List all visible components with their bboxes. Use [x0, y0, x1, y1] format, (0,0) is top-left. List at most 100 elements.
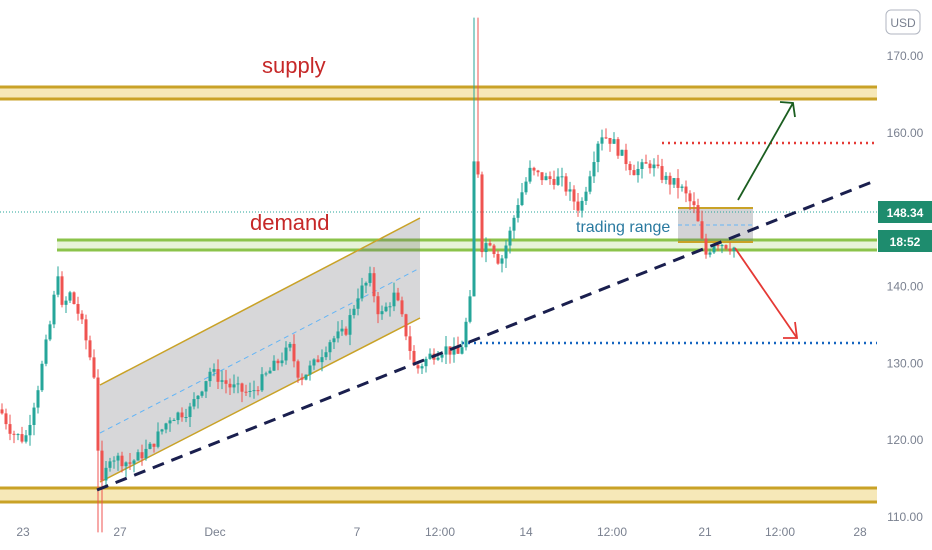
- candle-up: [248, 390, 252, 392]
- currency-button[interactable]: [885, 9, 921, 35]
- trading-range-box: [678, 207, 753, 243]
- candle-down: [100, 450, 104, 481]
- candle-down: [648, 163, 652, 169]
- candle-up: [232, 384, 236, 388]
- candle-down: [552, 179, 556, 185]
- time-tick-label: 28: [853, 525, 867, 539]
- candle-down: [564, 176, 568, 192]
- candle-down: [244, 391, 248, 393]
- candle-up: [188, 406, 192, 417]
- candle-down: [536, 170, 540, 173]
- candle-down: [216, 369, 220, 382]
- candle-up: [24, 435, 28, 442]
- candle-up: [460, 347, 464, 354]
- candle-up: [712, 245, 716, 253]
- candle-up: [388, 306, 392, 308]
- candle-down: [608, 138, 612, 144]
- candle-down: [344, 328, 348, 335]
- candle-up: [420, 366, 424, 369]
- candle-down: [72, 292, 76, 305]
- candle-up: [364, 282, 368, 286]
- candle-down: [548, 176, 552, 180]
- candle-up: [368, 273, 372, 283]
- candle-down: [628, 164, 632, 171]
- candle-up: [452, 346, 456, 355]
- price-tick-label: 160.00: [887, 126, 924, 140]
- candle-down: [696, 205, 700, 222]
- candle-down: [8, 424, 12, 434]
- candle-up: [252, 390, 256, 392]
- candle-up: [116, 455, 120, 461]
- candle-up: [236, 383, 240, 385]
- candle-up: [508, 230, 512, 246]
- candle-up: [196, 395, 200, 400]
- candle-up: [288, 343, 292, 348]
- candle-down: [532, 167, 536, 171]
- candle-down: [412, 350, 416, 366]
- candle-down: [728, 248, 732, 252]
- candle-down: [180, 412, 184, 418]
- candle-down: [616, 139, 620, 156]
- supply-zone-fill: [0, 87, 877, 99]
- candle-up: [324, 352, 328, 358]
- candle-down: [480, 174, 484, 253]
- candle-down: [448, 346, 452, 355]
- candle-up: [468, 296, 472, 322]
- price-tick-label: 110.00: [887, 510, 923, 524]
- candle-up: [500, 258, 504, 264]
- bullish-arrow-head: [779, 101, 796, 118]
- candle-down: [476, 161, 480, 175]
- candle-up: [280, 360, 284, 364]
- candle-up: [264, 373, 268, 375]
- candle-up: [640, 162, 644, 169]
- candle-up: [28, 424, 32, 436]
- candle-down: [576, 201, 580, 211]
- candle-down: [724, 245, 728, 249]
- candle-down: [296, 361, 300, 378]
- candle-up: [568, 189, 572, 192]
- candle-up: [436, 357, 440, 360]
- candle-down: [692, 201, 696, 206]
- rising-channel: [99, 217, 421, 483]
- candle-down: [416, 365, 420, 369]
- base-zone-fill: [0, 488, 877, 502]
- candle-down: [676, 178, 680, 188]
- candle-down: [224, 380, 228, 384]
- candle-down: [656, 164, 660, 167]
- candle-up: [528, 167, 532, 182]
- candle-up: [220, 380, 224, 382]
- candle-up: [504, 245, 508, 259]
- candle-down: [228, 383, 232, 388]
- candle-up: [164, 423, 168, 430]
- candle-up: [212, 369, 216, 372]
- candle-up: [308, 365, 312, 375]
- candle-up: [348, 315, 352, 335]
- candle-down: [456, 346, 460, 354]
- candle-down: [0, 409, 4, 414]
- candle-up: [672, 178, 676, 185]
- candle-down: [716, 245, 720, 247]
- candle-up: [580, 200, 584, 211]
- time-tick-label: 23: [16, 525, 30, 539]
- candle-up: [464, 321, 468, 348]
- candle-up: [352, 308, 356, 316]
- candle-up: [104, 467, 108, 481]
- candle-up: [208, 371, 212, 382]
- candle-up: [584, 191, 588, 201]
- candle-down: [492, 245, 496, 255]
- demand-label: demand: [250, 210, 330, 235]
- candle-up: [380, 311, 384, 315]
- candle-down: [632, 170, 636, 176]
- candle-down: [668, 175, 672, 185]
- candle-down: [256, 390, 260, 392]
- candle-up: [340, 328, 344, 332]
- candle-down: [140, 452, 144, 459]
- candle-up: [612, 139, 616, 144]
- candle-up: [64, 300, 68, 305]
- candle-down: [404, 314, 408, 337]
- candle-up: [320, 357, 324, 363]
- candle-down: [84, 319, 88, 341]
- candle-up: [52, 294, 56, 325]
